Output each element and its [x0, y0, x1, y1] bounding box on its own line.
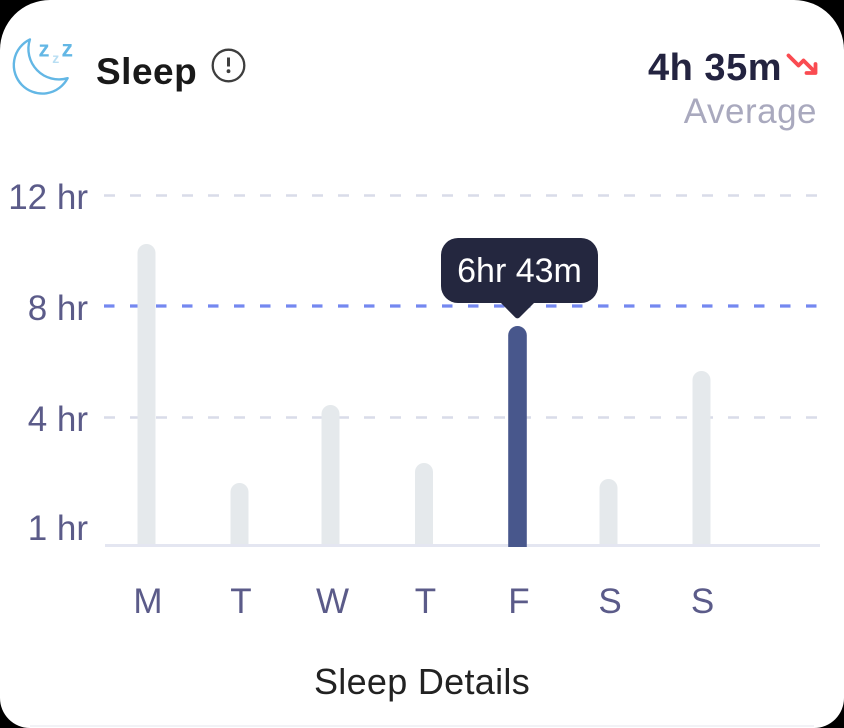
svg-text:z: z — [52, 50, 59, 66]
svg-text:4 hr: 4 hr — [28, 400, 89, 439]
svg-text:6hr 43m: 6hr 43m — [457, 252, 582, 290]
svg-text:1 hr: 1 hr — [28, 509, 89, 548]
svg-text:T: T — [415, 582, 436, 621]
svg-text:F: F — [508, 582, 529, 621]
svg-text:M: M — [133, 582, 162, 621]
svg-text:12 hr: 12 hr — [8, 178, 88, 217]
svg-text:W: W — [316, 582, 349, 621]
svg-text:z: z — [62, 36, 74, 62]
svg-text:S: S — [598, 582, 621, 621]
svg-text:8 hr: 8 hr — [28, 289, 89, 328]
svg-text:z: z — [39, 37, 50, 62]
svg-text:T: T — [230, 582, 251, 621]
svg-text:S: S — [691, 582, 714, 621]
